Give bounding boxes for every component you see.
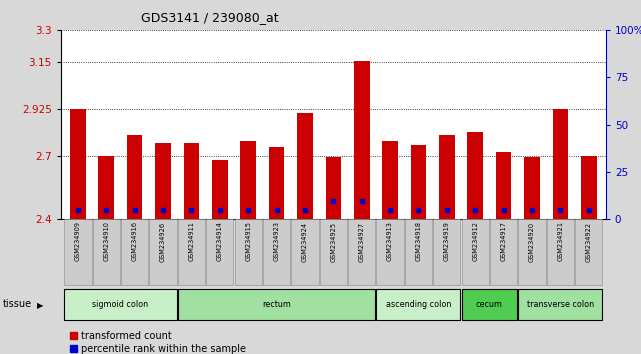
Text: GSM234917: GSM234917 — [501, 222, 506, 262]
Bar — [297, 113, 313, 219]
Text: GSM234927: GSM234927 — [359, 222, 365, 262]
Text: GSM234913: GSM234913 — [387, 222, 393, 261]
Text: rectum: rectum — [262, 300, 291, 309]
Text: GSM234918: GSM234918 — [415, 222, 421, 262]
Text: GSM234911: GSM234911 — [188, 222, 194, 261]
Bar — [581, 156, 597, 219]
Text: GSM234922: GSM234922 — [586, 222, 592, 262]
Bar — [462, 289, 517, 320]
Text: GSM234919: GSM234919 — [444, 222, 450, 261]
Bar — [519, 219, 545, 285]
Bar — [121, 219, 148, 285]
Bar — [553, 109, 568, 219]
Text: GDS3141 / 239080_at: GDS3141 / 239080_at — [141, 11, 279, 24]
Text: GSM234920: GSM234920 — [529, 222, 535, 262]
Text: GSM234921: GSM234921 — [557, 222, 563, 262]
Bar — [439, 135, 454, 219]
Text: tissue: tissue — [3, 299, 32, 309]
Bar — [547, 219, 574, 285]
Text: GSM234909: GSM234909 — [75, 222, 81, 262]
Bar — [93, 219, 120, 285]
Bar — [490, 219, 517, 285]
Text: transverse colon: transverse colon — [527, 300, 594, 309]
Bar — [178, 219, 205, 285]
Bar — [212, 160, 228, 219]
Bar — [354, 61, 369, 219]
Bar — [326, 158, 341, 219]
Text: GSM234915: GSM234915 — [246, 222, 251, 262]
Text: GSM234925: GSM234925 — [330, 222, 337, 262]
Bar — [519, 289, 603, 320]
Bar — [235, 219, 262, 285]
Bar — [240, 141, 256, 219]
Bar — [348, 219, 376, 285]
Text: ▶: ▶ — [37, 301, 44, 310]
Bar — [127, 135, 142, 219]
Text: GSM234910: GSM234910 — [103, 222, 110, 262]
Bar — [64, 289, 177, 320]
Bar — [462, 219, 489, 285]
Bar — [433, 219, 460, 285]
Text: ascending colon: ascending colon — [386, 300, 451, 309]
Bar — [495, 152, 512, 219]
Bar — [269, 147, 285, 219]
Bar — [376, 219, 404, 285]
Text: cecum: cecum — [476, 300, 503, 309]
Bar — [183, 143, 199, 219]
Text: GSM234914: GSM234914 — [217, 222, 223, 262]
Bar — [263, 219, 290, 285]
Bar — [467, 132, 483, 219]
Bar — [405, 219, 432, 285]
Bar — [376, 289, 460, 320]
Bar — [149, 219, 177, 285]
Bar — [64, 219, 92, 285]
Bar — [99, 156, 114, 219]
Text: GSM234916: GSM234916 — [131, 222, 138, 262]
Legend: transformed count, percentile rank within the sample: transformed count, percentile rank withi… — [66, 327, 250, 354]
Text: GSM234926: GSM234926 — [160, 222, 166, 262]
Text: GSM234923: GSM234923 — [274, 222, 279, 262]
Bar — [178, 289, 376, 320]
Bar — [524, 158, 540, 219]
Text: GSM234924: GSM234924 — [302, 222, 308, 262]
Bar — [155, 143, 171, 219]
Bar — [291, 219, 319, 285]
Text: sigmoid colon: sigmoid colon — [92, 300, 149, 309]
Bar — [575, 219, 603, 285]
Bar — [320, 219, 347, 285]
Bar — [206, 219, 233, 285]
Bar — [411, 145, 426, 219]
Text: GSM234912: GSM234912 — [472, 222, 478, 262]
Bar — [70, 109, 86, 219]
Bar — [382, 141, 398, 219]
